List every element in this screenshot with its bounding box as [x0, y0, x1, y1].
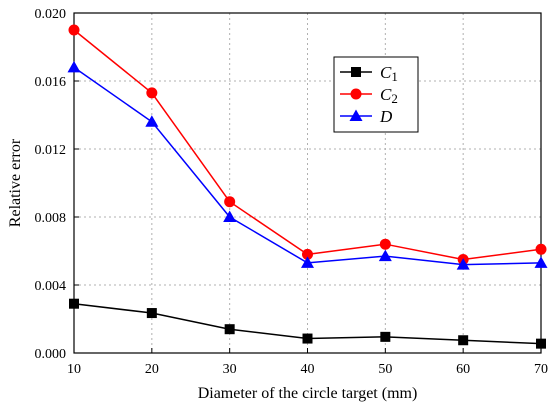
- data-point: [69, 298, 79, 309]
- x-tick-label: 40: [301, 362, 315, 377]
- legend-label: C1: [380, 63, 398, 84]
- data-point: [378, 249, 392, 262]
- y-tick-label: 0.000: [35, 347, 67, 362]
- y-tick-label: 0.020: [35, 7, 67, 22]
- data-point: [224, 324, 235, 335]
- data-point: [534, 256, 548, 268]
- x-tick-label: 70: [534, 362, 548, 377]
- data-point: [456, 258, 470, 270]
- y-tick-label: 0.004: [35, 279, 67, 294]
- data-point: [302, 333, 313, 344]
- x-tick-label: 30: [223, 362, 237, 377]
- x-tick-label: 20: [145, 362, 159, 377]
- data-point: [301, 256, 314, 268]
- legend-item: D: [340, 107, 393, 126]
- data-point: [223, 210, 237, 222]
- data-point: [145, 115, 159, 127]
- series-D: [67, 60, 548, 270]
- data-point: [67, 60, 81, 73]
- legend-label: D: [379, 107, 393, 126]
- data-point: [380, 331, 391, 342]
- data-point: [146, 87, 158, 99]
- y-tick-label: 0.016: [35, 75, 67, 90]
- y-axis-title: Relative error: [7, 138, 24, 227]
- x-tick-label: 60: [456, 362, 470, 377]
- grid-lines: [74, 13, 541, 353]
- x-tick-label: 50: [378, 362, 392, 377]
- series-layer: [67, 24, 548, 349]
- series-line: [73, 66, 542, 266]
- x-tick-label: 10: [67, 362, 81, 377]
- data-point: [224, 196, 236, 208]
- legend-marker: [351, 67, 361, 77]
- data-point: [458, 335, 469, 346]
- x-axis-title: Diameter of the circle target (mm): [198, 385, 418, 402]
- y-tick-label: 0.012: [35, 143, 67, 158]
- data-point: [302, 248, 313, 260]
- axis-ticks: 10 20 30 40 50 60 70 0.000 0.004 0.008 0.012 0.016 0…: [35, 7, 549, 377]
- data-point: [68, 24, 80, 36]
- data-point: [535, 243, 547, 255]
- legend-marker: [349, 109, 363, 121]
- data-point: [379, 238, 391, 250]
- legend-item: C1: [340, 63, 398, 84]
- data-point: [146, 308, 157, 319]
- legend-marker: [350, 88, 362, 100]
- legend-item: C2: [340, 85, 398, 106]
- legend-label: C2: [380, 85, 398, 106]
- y-tick-label: 0.008: [35, 211, 67, 226]
- data-point: [536, 338, 546, 349]
- series-C1: [69, 298, 546, 349]
